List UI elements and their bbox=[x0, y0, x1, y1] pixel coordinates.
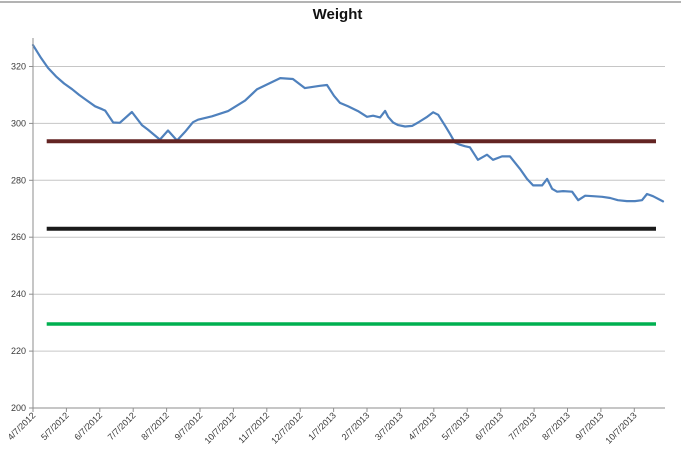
x-axis-label: 8/7/2012 bbox=[139, 410, 171, 442]
y-axis-label: 200 bbox=[11, 403, 26, 413]
x-axis-label: 9/7/2012 bbox=[173, 410, 205, 442]
y-axis-label: 300 bbox=[11, 118, 26, 128]
y-axis-label: 220 bbox=[11, 346, 26, 356]
x-axis-label: 5/7/2013 bbox=[440, 410, 472, 442]
x-axis-label: 5/7/2012 bbox=[39, 410, 71, 442]
x-axis-label: 8/7/2013 bbox=[540, 410, 572, 442]
y-axis-label: 240 bbox=[11, 289, 26, 299]
x-axis-label: 10/7/2013 bbox=[603, 410, 638, 445]
x-axis-label: 4/7/2013 bbox=[406, 410, 438, 442]
x-axis-label: 6/7/2013 bbox=[473, 410, 505, 442]
y-axis-label: 320 bbox=[11, 62, 26, 72]
chart-title: Weight bbox=[312, 6, 363, 23]
x-axis-label: 2/7/2013 bbox=[340, 410, 372, 442]
y-axis-label: 260 bbox=[11, 232, 26, 242]
x-axis-label: 7/7/2013 bbox=[507, 410, 539, 442]
x-axis-label: 3/7/2013 bbox=[373, 410, 405, 442]
x-axis-label: 6/7/2012 bbox=[72, 410, 104, 442]
y-axis-label: 280 bbox=[11, 175, 26, 185]
chart-top-border bbox=[0, 1, 681, 3]
weight-series-line bbox=[31, 43, 665, 203]
x-axis-label: 7/7/2012 bbox=[106, 410, 138, 442]
x-axis-label: 11/7/2012 bbox=[236, 410, 271, 445]
x-axis-label: 9/7/2013 bbox=[573, 410, 605, 442]
x-axis-label: 10/7/2012 bbox=[202, 410, 237, 445]
x-axis-label: 1/7/2013 bbox=[306, 410, 338, 442]
x-axis-label: 4/7/2012 bbox=[6, 410, 38, 442]
x-axis-label: 12/7/2012 bbox=[269, 410, 304, 445]
